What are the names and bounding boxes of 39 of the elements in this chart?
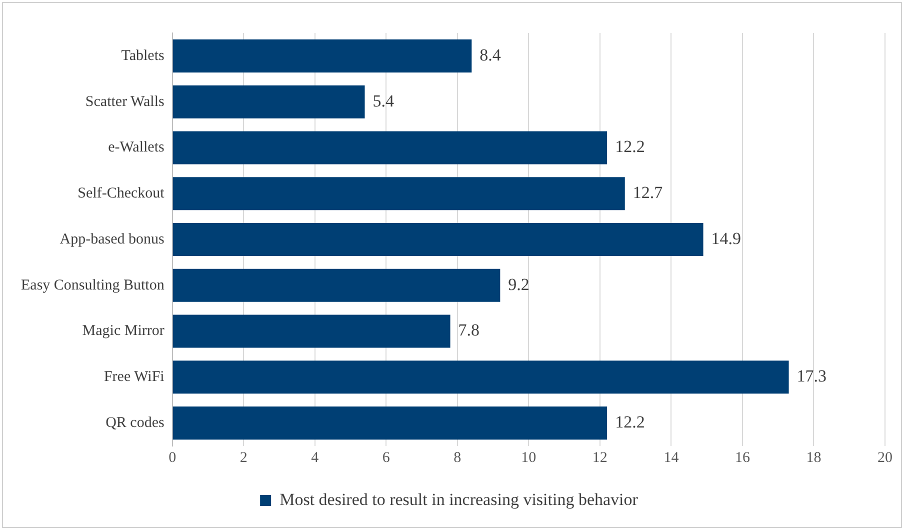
bar — [172, 131, 608, 164]
bar — [172, 406, 608, 440]
y-tick-label: App-based bonus — [60, 231, 164, 248]
x-tick-label: 10 — [521, 450, 536, 466]
data-label: 12.2 — [615, 412, 645, 432]
y-tick-label: QR codes — [106, 414, 164, 431]
data-label: 12.2 — [615, 137, 645, 156]
x-tick-label: 16 — [734, 450, 750, 466]
data-label: 9.2 — [508, 274, 530, 294]
bar — [172, 360, 789, 394]
data-label: 5.4 — [372, 91, 395, 110]
bar — [172, 85, 365, 118]
bar — [172, 222, 704, 256]
y-tick-label: Self-Checkout — [78, 186, 166, 202]
data-label: 8.4 — [480, 45, 502, 64]
data-label: 12.7 — [632, 183, 664, 202]
bar — [172, 39, 472, 72]
data-label: 7.8 — [458, 320, 480, 340]
y-tick-label: Scatter Walls — [85, 94, 164, 110]
x-tick-label: 6 — [382, 450, 390, 466]
y-tick-label: Magic Mirror — [82, 323, 164, 340]
x-tick-label: 18 — [806, 450, 822, 466]
data-label: 14.9 — [711, 228, 742, 248]
x-tick-label: 14 — [664, 450, 680, 466]
x-tick-label: 20 — [878, 450, 892, 466]
legend-label: Most desired to result in increasing visiting behavior — [280, 490, 638, 509]
y-tick-label: e-Wallets — [108, 140, 165, 156]
x-tick-label: 8 — [454, 450, 462, 466]
x-tick-label: 2 — [240, 450, 248, 466]
y-tick-label: Free WiFi — [104, 369, 164, 386]
x-tick-label: 0 — [168, 450, 176, 466]
bar — [172, 268, 500, 302]
y-tick-label: Tablets — [121, 48, 164, 64]
bar — [172, 314, 450, 348]
y-tick-label: Easy Consulting Button — [21, 277, 165, 294]
x-tick-label: 4 — [311, 450, 320, 466]
x-tick-label: 12 — [592, 450, 608, 466]
bar — [172, 177, 625, 210]
data-label: 17.3 — [796, 366, 827, 386]
